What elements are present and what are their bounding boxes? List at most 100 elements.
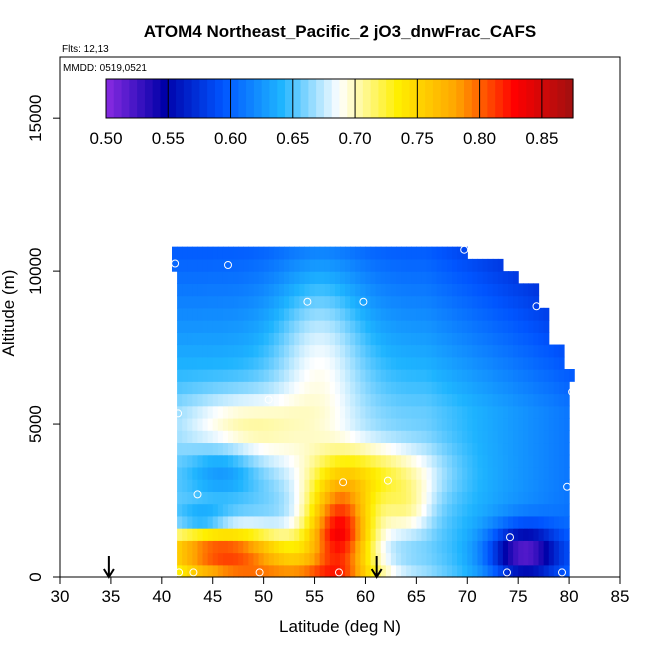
heatmap-cell: [284, 356, 290, 370]
heatmap-cell: [202, 466, 209, 480]
heatmap-cell: [334, 320, 341, 333]
heatmap-cell: [426, 552, 433, 566]
heatmap-cell: [299, 332, 305, 346]
heatmap-cell: [314, 479, 321, 492]
heatmap-cell: [462, 430, 468, 444]
heatmap-cell: [207, 271, 214, 284]
heatmap-cell: [467, 369, 473, 382]
heatmap-cell: [309, 417, 316, 431]
heatmap-cell: [523, 381, 529, 395]
heatmap-cell: [502, 271, 509, 284]
heatmap-cell: [467, 515, 473, 529]
heatmap-cell: [222, 454, 229, 468]
heatmap-cell: [401, 320, 407, 333]
heatmap-cell: [543, 307, 550, 321]
heatmap-cell: [497, 540, 504, 554]
heatmap-cell: [258, 295, 265, 309]
heatmap-cell: [350, 442, 356, 456]
heatmap-cell: [268, 564, 275, 578]
heatmap-cell: [207, 552, 214, 566]
heatmap-cell: [370, 344, 377, 358]
heatmap-cell: [278, 491, 285, 505]
heatmap-cell: [538, 503, 545, 517]
heatmap-cell: [197, 430, 204, 444]
colorbar-swatch: [199, 79, 208, 118]
heatmap-cell: [222, 405, 229, 419]
heatmap-cell: [441, 454, 448, 468]
heatmap-cell: [355, 381, 361, 395]
heatmap-cell: [497, 515, 504, 529]
heatmap-cell: [416, 479, 423, 492]
heatmap-cell: [441, 491, 448, 505]
heatmap-cell: [472, 528, 479, 541]
heatmap-cell: [396, 307, 402, 321]
colorbar-swatch: [160, 79, 169, 118]
heatmap-cell: [472, 503, 479, 517]
heatmap-cell: [197, 417, 204, 431]
heatmap-cell: [233, 417, 239, 431]
heatmap-cell: [553, 564, 560, 578]
heatmap-cell: [197, 405, 204, 419]
heatmap-cell: [217, 393, 224, 407]
heatmap-cell: [228, 515, 234, 529]
heatmap-cell: [497, 283, 504, 297]
heatmap-cell: [334, 479, 341, 492]
heatmap-cell: [518, 320, 524, 333]
heatmap-cell: [533, 405, 540, 419]
heatmap-cell: [248, 381, 255, 395]
heatmap-cell: [523, 503, 529, 517]
heatmap-cell: [278, 552, 285, 566]
heatmap-cell: [401, 332, 407, 346]
heatmap-cell: [421, 515, 428, 529]
heatmap-cell: [513, 271, 519, 284]
heatmap-cell: [212, 246, 219, 260]
heatmap-cell: [309, 258, 316, 272]
heatmap-cell: [375, 344, 382, 358]
heatmap-cell: [564, 454, 570, 468]
heatmap-cell: [380, 381, 387, 395]
heatmap-cell: [334, 369, 341, 382]
heatmap-cell: [472, 442, 479, 456]
heatmap-cell: [467, 295, 473, 309]
colorbar-swatch: [479, 79, 488, 118]
heatmap-cell: [482, 552, 489, 566]
heatmap-cell: [446, 258, 453, 272]
heatmap-cell: [492, 344, 499, 358]
heatmap-cell: [497, 454, 504, 468]
heatmap-cell: [207, 454, 214, 468]
heatmap-cell: [502, 552, 509, 566]
sample-point: [335, 568, 343, 577]
heatmap-cell: [329, 430, 336, 444]
heatmap-cell: [564, 491, 570, 505]
heatmap-cell: [492, 393, 499, 407]
heatmap-cell: [304, 417, 311, 431]
heatmap-cell: [518, 503, 524, 517]
heatmap-cell: [299, 271, 305, 284]
heatmap-cell: [385, 454, 392, 468]
heatmap-cell: [238, 344, 244, 358]
heatmap-cell: [304, 515, 311, 529]
x-tick-label: 35: [101, 587, 120, 606]
heatmap-cell: [238, 307, 244, 321]
heatmap-cell: [421, 332, 428, 346]
heatmap-cell: [462, 540, 468, 554]
heatmap-cell: [390, 356, 397, 370]
heatmap-cell: [508, 466, 514, 480]
heatmap-cell: [253, 503, 260, 517]
heatmap-cell: [411, 332, 417, 346]
heatmap-cell: [192, 271, 199, 284]
heatmap-cell: [238, 552, 244, 566]
heatmap-cell: [370, 491, 377, 505]
heatmap-cell: [518, 332, 524, 346]
heatmap-cell: [268, 405, 275, 419]
heatmap-cell: [426, 258, 433, 272]
heatmap-cell: [329, 442, 336, 456]
heatmap-cell: [284, 344, 290, 358]
heatmap-cell: [197, 356, 204, 370]
heatmap-cell: [324, 491, 331, 505]
heatmap-cell: [502, 320, 509, 333]
heatmap-cell: [177, 344, 183, 358]
heatmap-cell: [197, 271, 204, 284]
x-tick-label: 55: [305, 587, 324, 606]
heatmap-cell: [355, 515, 361, 529]
